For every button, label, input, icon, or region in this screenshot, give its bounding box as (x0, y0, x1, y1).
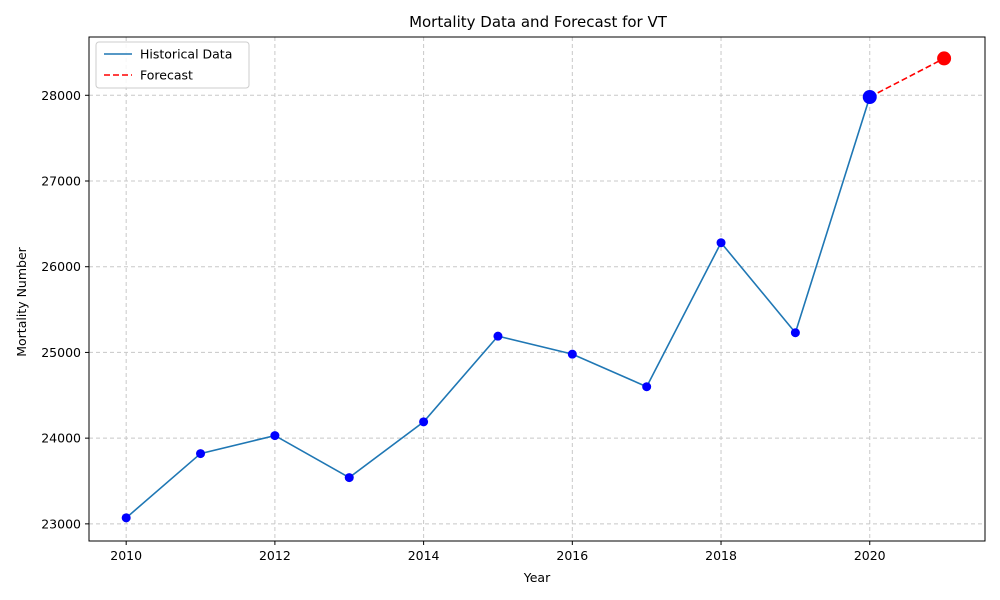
legend-label: Historical Data (140, 47, 232, 62)
data-point (270, 431, 280, 441)
data-points (121, 51, 952, 523)
chart-title: Mortality Data and Forecast for VT (409, 13, 668, 31)
data-point (419, 417, 429, 427)
data-point (567, 349, 577, 359)
y-tick-label: 26000 (41, 259, 81, 274)
x-tick-label: 2010 (110, 548, 142, 563)
data-point (493, 331, 503, 341)
legend-box (95, 41, 250, 89)
plot-frame (88, 36, 986, 542)
y-tick-label: 23000 (41, 516, 81, 531)
x-tick-label: 2014 (408, 548, 440, 563)
data-point (716, 238, 726, 248)
x-tick-label: 2016 (556, 548, 588, 563)
y-tick-label: 24000 (41, 431, 81, 446)
y-tick-label: 28000 (41, 88, 81, 103)
highlight-point (937, 51, 952, 66)
x-tick-label: 2018 (705, 548, 737, 563)
data-point (344, 473, 354, 483)
x-tick-label: 2012 (259, 548, 291, 563)
axis-ticks: 2010 2012 2014 2016 2018 2020 23000 24000 25000 2… (41, 88, 885, 563)
highlight-point (862, 90, 877, 104)
y-tick-label: 25000 (41, 345, 81, 360)
data-point (196, 449, 206, 459)
x-axis-label: Year (523, 570, 551, 585)
legend-label: Forecast (140, 68, 193, 83)
legend: Historical Data Forecast (95, 41, 250, 89)
data-point (642, 382, 652, 392)
y-tick-label: 27000 (41, 174, 81, 189)
series-line-1 (869, 57, 945, 98)
x-tick-label: 2020 (854, 548, 886, 563)
grid-lines (89, 37, 985, 541)
data-point (790, 328, 800, 338)
data-point (121, 513, 131, 523)
y-axis-label: Mortality Number (14, 246, 29, 356)
